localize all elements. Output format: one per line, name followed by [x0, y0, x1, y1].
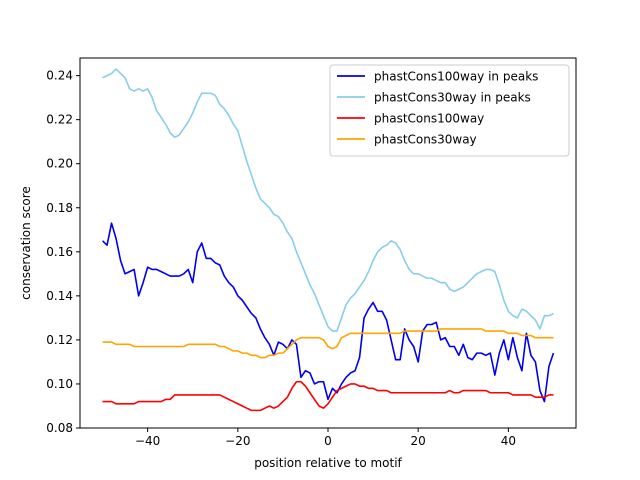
legend-box	[329, 64, 570, 157]
y-tick-label: 0.16	[46, 245, 73, 259]
x-axis-label: position relative to motif	[254, 456, 402, 470]
y-tick-label: 0.14	[46, 289, 73, 303]
series-line-4	[102, 328, 554, 359]
y-axis-label: conservation score	[19, 186, 33, 300]
y-tick-label: 0.08	[46, 421, 73, 435]
x-axis: −40 −20 0 20 40	[135, 428, 516, 448]
y-tick-label: 0.12	[46, 333, 73, 347]
series-line-3	[102, 380, 554, 412]
y-tick-label: 0.24	[46, 69, 73, 83]
legend: phastCons100way in peaks phastCons30way i…	[329, 64, 570, 157]
series-line-1	[101, 222, 555, 403]
series-lines	[101, 68, 555, 412]
y-axis: 0.08 0.10 0.12 0.14 0.16 0.18 0.20 0.22 0.24	[46, 69, 80, 435]
y-tick-label: 0.22	[46, 113, 73, 127]
y-tick-label: 0.10	[46, 377, 73, 391]
x-tick-label: −20	[225, 434, 250, 448]
x-tick-label: 40	[501, 434, 516, 448]
legend-entry-label: phastCons100way	[374, 112, 484, 126]
x-tick-label: −40	[135, 434, 160, 448]
y-tick-label: 0.18	[46, 201, 73, 215]
legend-entry-label: phastCons100way in peaks	[374, 70, 538, 84]
x-tick-label: 20	[411, 434, 426, 448]
x-tick-label: 0	[324, 434, 332, 448]
y-tick-label: 0.20	[46, 157, 73, 171]
legend-entry-label: phastCons30way	[374, 133, 477, 147]
legend-entry-label: phastCons30way in peaks	[374, 91, 531, 105]
series-line-2	[102, 68, 554, 332]
